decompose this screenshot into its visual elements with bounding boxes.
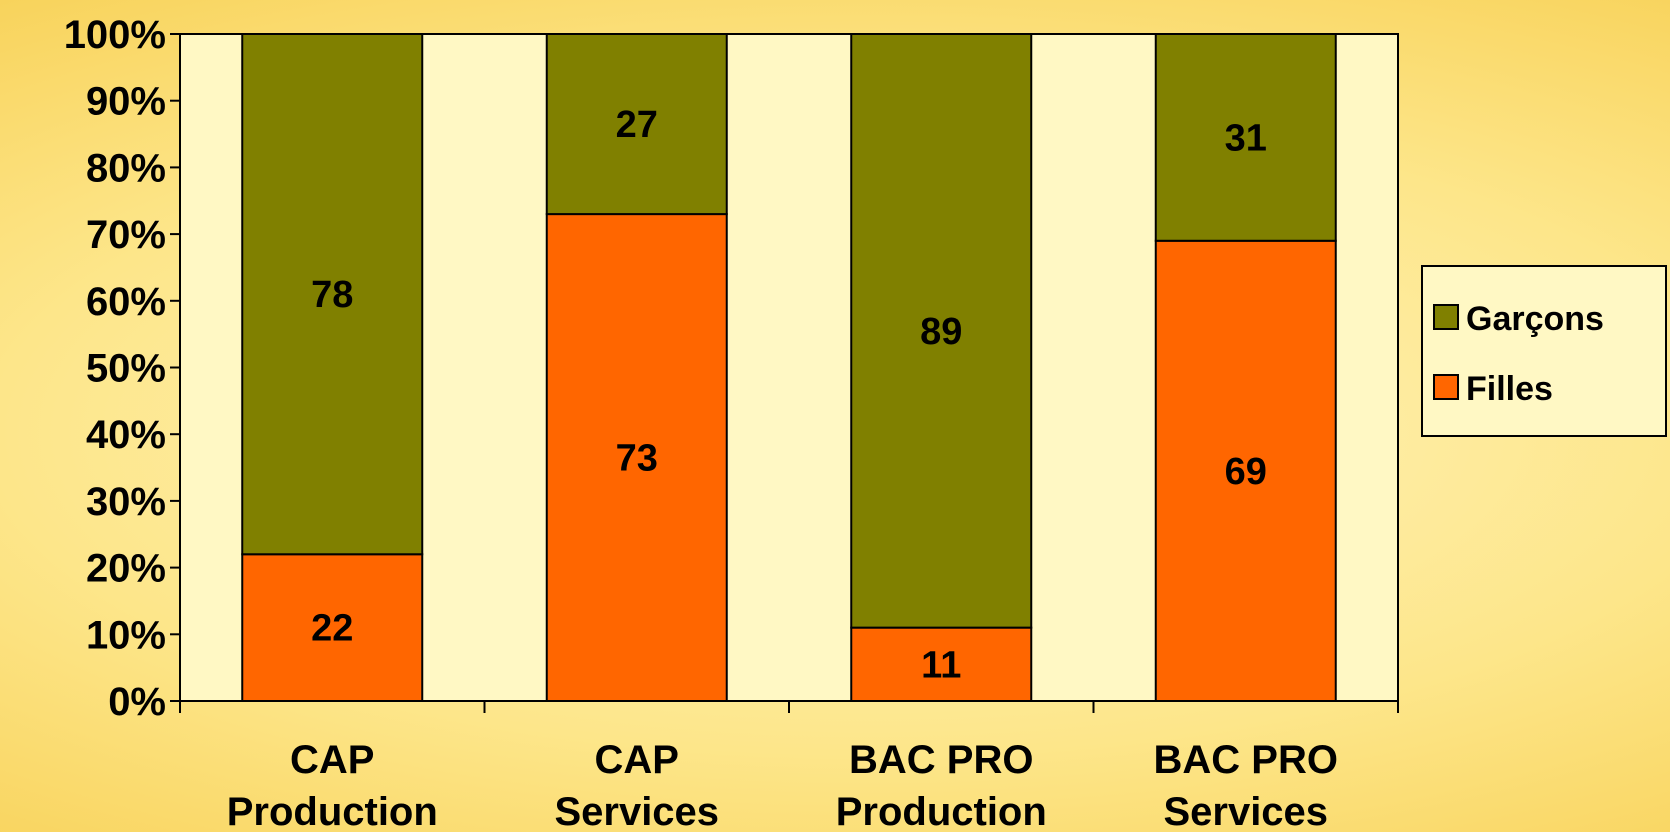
legend: Garçons Filles xyxy=(1421,265,1667,437)
bar-segment xyxy=(241,33,424,556)
axes: 0% 10% 20% 30% 40% 50% 60% 70% 80% 90% 100% CAP Prod… xyxy=(64,13,1399,832)
bar-segment xyxy=(1154,33,1337,242)
y-tick-label: 30% xyxy=(86,480,166,524)
data-label: 89 xyxy=(920,311,962,353)
y-tick-label: 10% xyxy=(86,613,166,657)
legend-label: Garçons xyxy=(1466,300,1604,338)
x-category-label: CAP Services xyxy=(554,738,719,832)
data-label: 27 xyxy=(616,104,658,146)
legend-label: Filles xyxy=(1466,370,1553,408)
y-tick-label: 0% xyxy=(108,680,166,724)
y-tick-label: 90% xyxy=(86,80,166,124)
y-tick-label: 40% xyxy=(86,413,166,457)
data-label: 22 xyxy=(311,608,353,650)
x-category-label: CAP Production xyxy=(227,738,438,832)
y-tick-label: 80% xyxy=(86,146,166,190)
y-tick-label: 20% xyxy=(86,547,166,591)
y-tick-label: 50% xyxy=(86,347,166,391)
y-tick-label: 70% xyxy=(86,213,166,257)
y-tick-label: 100% xyxy=(64,13,166,57)
data-label: 69 xyxy=(1225,451,1267,493)
data-label: 11 xyxy=(921,644,961,686)
bar-segment xyxy=(241,553,424,703)
legend-swatch xyxy=(1433,374,1459,400)
data-label: 73 xyxy=(616,438,658,480)
bar-segment xyxy=(850,33,1033,629)
x-category-label: BAC PRO Production xyxy=(836,738,1047,832)
legend-swatch xyxy=(1433,304,1459,330)
legend-box xyxy=(1421,265,1667,437)
bars: 22 78 73 27 11 89 69 31 xyxy=(241,33,1337,703)
x-category-label: BAC PRO Services xyxy=(1154,738,1338,832)
data-label: 31 xyxy=(1225,117,1267,159)
data-label: 78 xyxy=(311,274,353,316)
y-tick-label: 60% xyxy=(86,280,166,324)
bar-segment xyxy=(545,33,728,216)
bar-segment xyxy=(1154,239,1337,703)
